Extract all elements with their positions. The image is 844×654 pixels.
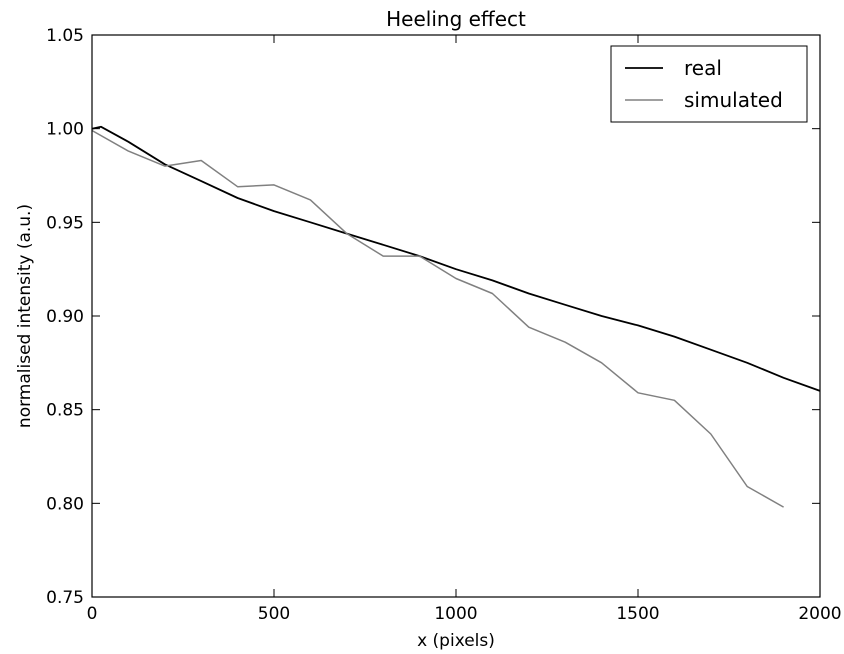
y-tick-label: 0.90	[46, 307, 84, 327]
x-tick-label: 1000	[434, 604, 477, 624]
y-tick-label: 1.00	[46, 120, 84, 140]
x-tick-label: 0	[87, 604, 98, 624]
legend-box	[610, 45, 808, 123]
x-tick-label: 1500	[616, 604, 659, 624]
x-tick-label: 500	[258, 604, 290, 624]
series-layer	[91, 125, 821, 508]
legend-label-simulated: simulated	[684, 88, 783, 112]
y-tick-label: 0.95	[46, 213, 84, 233]
series-line-simulated	[91, 129, 784, 508]
axes-layer: 0 500 1000 1500 2000 0.75 0.80 0.85 0.90 0.95 1.00…	[46, 26, 841, 624]
plot-background	[92, 35, 820, 597]
plot-area	[92, 35, 820, 597]
y-tick-label: 1.05	[46, 26, 84, 46]
x-tick-label: 2000	[798, 604, 841, 624]
legend: real simulated	[610, 45, 808, 123]
x-axis-label: x (pixels)	[417, 631, 495, 651]
series-line-real	[91, 125, 821, 392]
legend-label-real: real	[684, 56, 722, 80]
y-tick-label: 0.85	[46, 401, 84, 421]
y-tick-label: 0.75	[46, 588, 84, 608]
chart-title: Heeling effect	[386, 7, 526, 31]
y-axis-label: normalised intensity (a.u.)	[15, 204, 35, 428]
y-tick-label: 0.80	[46, 494, 84, 514]
